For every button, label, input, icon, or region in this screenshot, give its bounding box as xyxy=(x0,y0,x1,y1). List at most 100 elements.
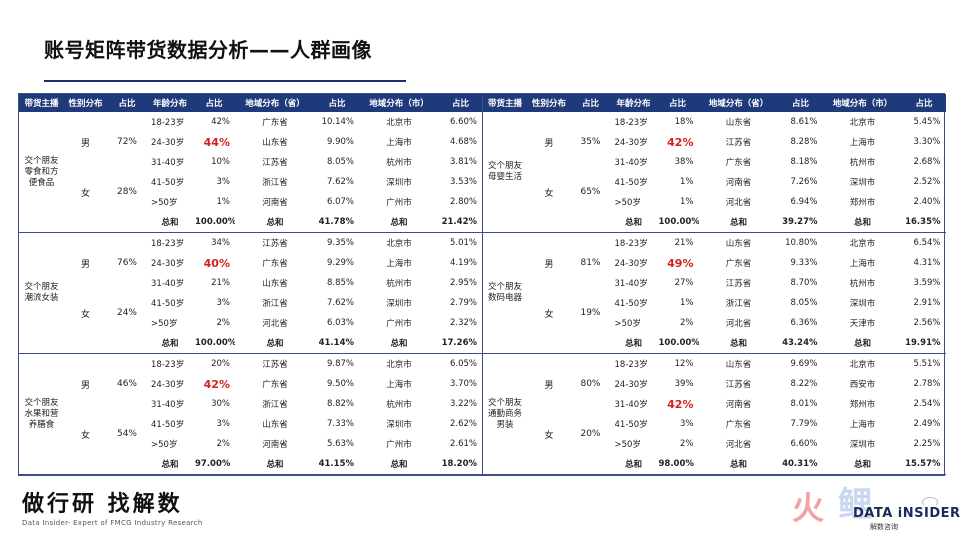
table-row: >50岁 1% 河南省 6.07% 广州市 2.80% xyxy=(19,192,482,212)
age-total-pct: 98.00% xyxy=(656,454,699,475)
empty-cell xyxy=(107,212,147,233)
city: 深圳市 xyxy=(849,440,876,450)
province-pct: 7.33% xyxy=(326,419,354,429)
age-total-pct: 100.00% xyxy=(193,333,235,354)
city: 杭州市 xyxy=(849,158,876,168)
age-range: 18-23岁 xyxy=(151,239,185,249)
province-total-pct: 40.31% xyxy=(778,454,823,475)
empty-cell xyxy=(570,454,611,475)
column-header: 地域分布（市） xyxy=(359,94,439,112)
age-total-pct: 100.00% xyxy=(193,212,235,233)
column-header: 占比 xyxy=(107,94,147,112)
age-pct: 20% xyxy=(211,359,230,369)
province: 江苏省 xyxy=(725,138,752,148)
province-total-pct: 39.27% xyxy=(778,212,823,233)
province-pct: 7.62% xyxy=(326,298,354,308)
city: 北京市 xyxy=(386,118,412,128)
gender-male: 男 xyxy=(544,259,554,270)
city-pct: 2.25% xyxy=(913,439,941,449)
city-pct: 2.68% xyxy=(913,157,941,167)
province: 江苏省 xyxy=(725,279,752,289)
city: 深圳市 xyxy=(386,299,412,309)
city-pct: 2.56% xyxy=(913,318,941,328)
age-pct: 1% xyxy=(216,197,231,207)
province-pct: 7.62% xyxy=(326,177,354,187)
city-total-pct: 16.35% xyxy=(902,212,946,233)
age-pct: 27% xyxy=(674,278,694,288)
empty-cell xyxy=(107,333,147,354)
streamer-name: 交个朋友水果和营养膳食 xyxy=(19,353,64,475)
city-pct: 6.60% xyxy=(449,117,477,127)
age-pct: 2% xyxy=(216,318,231,328)
city-pct: 3.70% xyxy=(449,379,477,389)
column-header: 带货主播 xyxy=(482,94,528,112)
province-pct: 8.82% xyxy=(326,399,354,409)
brand-logo-char-huo: 火 xyxy=(792,489,825,527)
province: 广东省 xyxy=(725,259,752,269)
table-row: 女 54% 41-50岁 3% 山东省 7.33% 深圳市 2.62% xyxy=(19,414,482,441)
table-row: 女 19% 41-50岁 1% 浙江省 8.05% 深圳市 2.91% xyxy=(483,293,946,320)
age-pct: 2% xyxy=(216,439,231,449)
province-total-pct: 41.15% xyxy=(315,454,359,475)
crowd-table-right: 带货主播 性别分布 占比 年龄分布 占比 地域分布（省） 占比 地域分布（市） 占比 交个朋友母… xyxy=(482,94,946,475)
empty-cell xyxy=(64,212,107,233)
gender-female-pct: 65% xyxy=(580,187,601,197)
total-label: 总和 xyxy=(698,454,779,475)
empty-cell xyxy=(527,454,571,475)
header-row: 带货主播 性别分布 占比 年龄分布 占比 地域分布（省） 占比 地域分布（市） 占比 xyxy=(19,94,482,112)
city: 上海市 xyxy=(849,259,876,269)
city: 深圳市 xyxy=(386,420,412,430)
city: 郑州市 xyxy=(849,198,876,208)
city-pct: 3.53% xyxy=(449,177,477,187)
province-pct: 9.35% xyxy=(326,238,354,248)
streamer-name: 交个朋友数码电器 xyxy=(482,232,528,354)
age-pct: 1% xyxy=(680,298,694,308)
age-pct: 30% xyxy=(211,399,230,409)
total-label: 总和 xyxy=(822,333,903,354)
city: 上海市 xyxy=(386,259,412,269)
age-pct-highlight: 42% xyxy=(203,377,230,391)
city: 杭州市 xyxy=(386,400,412,410)
province-pct: 8.85% xyxy=(326,278,354,288)
streamer-name: 交个朋友通勤商务男装 xyxy=(482,353,528,475)
city-pct: 3.22% xyxy=(449,399,477,409)
province: 河北省 xyxy=(725,198,752,208)
city-total-pct: 21.42% xyxy=(439,212,482,233)
table-row: 31-40岁 27% 江苏省 8.70% 杭州市 3.59% xyxy=(483,273,946,293)
province: 江苏省 xyxy=(262,158,288,168)
city: 上海市 xyxy=(386,138,412,148)
province-pct: 8.61% xyxy=(790,117,818,127)
province-pct: 10.14% xyxy=(321,117,354,127)
age-range: >50岁 xyxy=(151,319,178,329)
province-pct: 7.26% xyxy=(790,177,818,187)
city: 郑州市 xyxy=(849,400,876,410)
city: 上海市 xyxy=(849,138,876,148)
city-pct: 3.81% xyxy=(449,157,477,167)
column-header: 地域分布（省） xyxy=(235,94,315,112)
table-row: 24-30岁 40% 广东省 9.29% 上海市 4.19% xyxy=(19,253,482,273)
province: 河北省 xyxy=(725,319,752,329)
column-header: 性别分布 xyxy=(64,94,107,112)
header-row: 带货主播 性别分布 占比 年龄分布 占比 地域分布（省） 占比 地域分布（市） 占比 xyxy=(482,94,946,112)
total-label: 总和 xyxy=(147,212,193,233)
city-pct: 2.52% xyxy=(913,177,941,187)
province-pct: 6.07% xyxy=(326,197,354,207)
age-pct: 2% xyxy=(680,439,694,449)
city: 上海市 xyxy=(386,380,412,390)
column-header: 占比 xyxy=(656,94,699,112)
city: 北京市 xyxy=(849,118,876,128)
age-pct: 42% xyxy=(211,117,230,127)
age-range: >50岁 xyxy=(614,198,641,208)
table-row: 24-30岁 49% 广东省 9.33% 上海市 4.31% xyxy=(483,253,946,273)
age-pct: 3% xyxy=(216,177,231,187)
age-pct: 1% xyxy=(680,177,694,187)
city: 杭州市 xyxy=(386,158,412,168)
age-pct: 3% xyxy=(216,419,231,429)
table-row: 女 20% 41-50岁 3% 广东省 7.79% 上海市 2.49% xyxy=(483,414,946,441)
empty-cell xyxy=(64,454,107,475)
total-label: 总和 xyxy=(698,333,779,354)
age-pct: 21% xyxy=(674,238,694,248)
province-pct: 9.90% xyxy=(326,137,354,147)
empty-cell xyxy=(107,454,147,475)
column-header: 占比 xyxy=(315,94,359,112)
